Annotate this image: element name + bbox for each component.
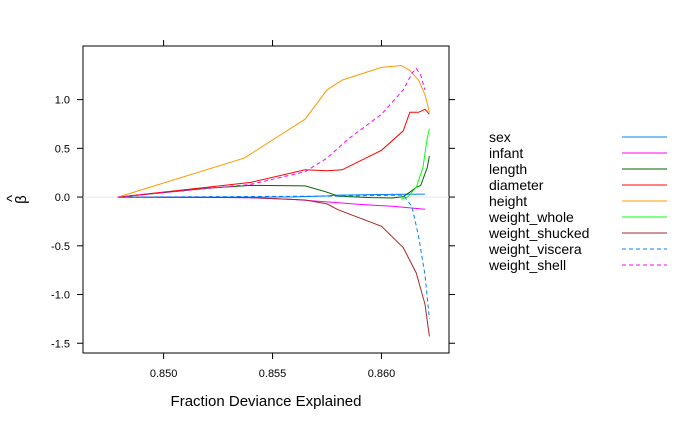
legend-label-weight_shell: weight_shell <box>488 257 566 273</box>
legend: sexinfantlengthdiameterheightweight_whol… <box>488 129 667 273</box>
y-tick-label: -1.5 <box>51 338 70 350</box>
y-tick-label: -1.0 <box>51 290 70 302</box>
legend-label-diameter: diameter <box>489 177 544 193</box>
x-axis-title: Fraction Deviance Explained <box>171 393 362 410</box>
legend-label-length: length <box>489 161 527 177</box>
legend-label-weight_viscera: weight_viscera <box>488 241 582 257</box>
plot-frame <box>82 45 450 354</box>
series-line-weight_shell <box>117 67 426 198</box>
x-tick-label: 0.855 <box>259 368 287 380</box>
y-tick-label: 1.0 <box>55 95 70 107</box>
series-line-height <box>117 64 430 198</box>
x-tick-label: 0.860 <box>368 368 396 380</box>
y-axis-title: β ^ <box>4 195 30 204</box>
series-line-weight_viscera <box>117 194 430 319</box>
axis-ticks: 0.850 0.855 0.860 -1.5 -1.0 -0.5 0.0 0.5 1.0 <box>51 40 455 380</box>
y-tick-label: 0.5 <box>55 143 70 155</box>
plot-area <box>82 45 450 354</box>
legend-label-height: height <box>489 193 527 209</box>
legend-label-weight_whole: weight_whole <box>488 209 574 225</box>
y-tick-label: -0.5 <box>51 241 70 253</box>
series-line-diameter <box>117 108 430 198</box>
legend-label-infant: infant <box>489 145 523 161</box>
y-axis-title-hat: ^ <box>4 195 21 202</box>
legend-label-sex: sex <box>489 129 511 145</box>
x-tick-label: 0.850 <box>150 368 178 380</box>
series-line-sex <box>117 193 426 198</box>
legend-label-weight_shucked: weight_shucked <box>488 225 589 241</box>
series-line-weight_whole <box>400 128 430 200</box>
y-axis-title-beta: β <box>13 195 30 204</box>
series-lines <box>117 64 430 337</box>
y-tick-label: 0.0 <box>55 192 70 204</box>
series-line-weight_shucked <box>117 196 430 337</box>
series-line-length <box>117 156 430 199</box>
